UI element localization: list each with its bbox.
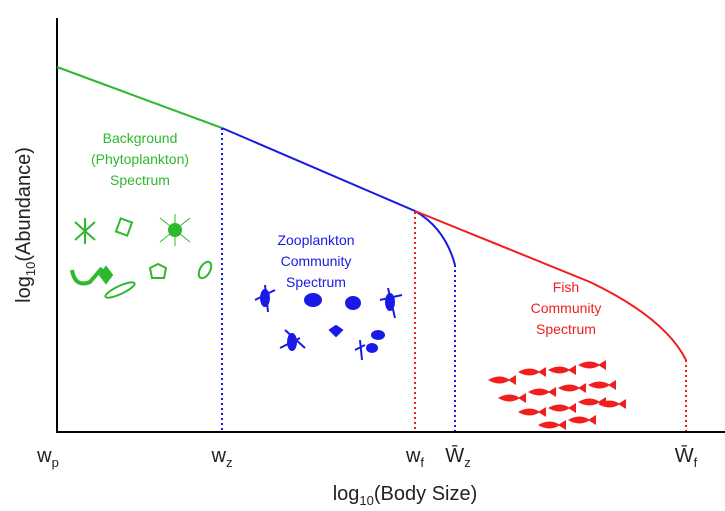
background-spectrum [57,67,222,128]
fish [568,415,596,425]
x-tick-label: W̄z [445,444,470,470]
region-label: Community [281,253,352,269]
tick-sub: p [52,455,59,470]
fish [498,393,526,403]
region-label: Community [531,300,602,316]
region-label: Spectrum [110,172,170,188]
region-label: Spectrum [536,321,596,337]
zooplankton-icons [255,285,402,360]
region-label: Zooplankton [277,232,354,248]
tick-sub: f [694,455,698,470]
fish [588,380,616,390]
fish [518,367,546,377]
tick-base: W̄ [445,444,464,467]
fish [548,365,576,375]
fish [578,360,606,370]
tick-base: w [36,445,52,467]
fish [548,403,576,413]
region-label: (Phytoplankton) [91,151,189,167]
x-tick-label: wf [405,445,424,470]
fish [488,375,516,385]
tick-sub: z [226,455,233,470]
x-tick-label: wz [211,445,233,470]
region-label: Background [103,130,178,146]
diagram: log10(Body Size) log10(Abundance) wpwzwf… [0,0,725,511]
region-label: Spectrum [286,274,346,290]
x-tick-label: W̄f [675,444,698,470]
fish-icons [488,360,626,430]
fish [518,407,546,417]
tick-base: w [211,445,227,467]
tick-base: W̄ [675,444,694,467]
region-label: Fish [553,279,579,295]
tick-sub: f [420,455,424,470]
phytoplankton-icons [72,214,214,300]
fish [538,420,566,430]
tick-sub: z [464,455,471,470]
y-axis-label: log10(Abundance) [13,147,38,303]
fish [528,387,556,397]
tick-base: w [405,445,421,467]
x-tick-label: wp [36,445,59,470]
fish [558,383,586,393]
x-axis-label: log10(Body Size) [333,483,478,508]
